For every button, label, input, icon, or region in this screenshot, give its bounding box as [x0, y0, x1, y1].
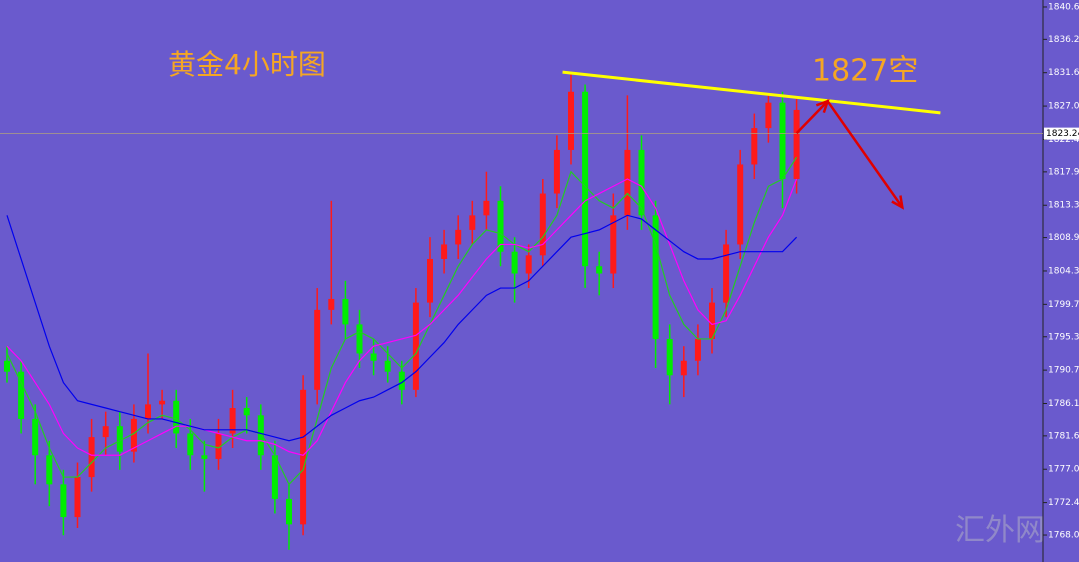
candle-body — [412, 302, 419, 390]
candle-body — [88, 437, 95, 478]
candle-body — [666, 338, 673, 376]
arrow-head — [891, 195, 905, 210]
y-tick-label: 1781.67 — [1048, 431, 1079, 441]
candle-body — [187, 433, 194, 456]
moving-average — [6, 178, 798, 456]
y-tick-label: 1772.49 — [1048, 498, 1079, 508]
candle-body — [511, 251, 518, 274]
trendline — [562, 70, 941, 115]
candle-body — [173, 400, 180, 434]
candle-body — [596, 266, 603, 274]
candle-body — [497, 200, 504, 252]
candle-body — [159, 400, 166, 405]
candle-body — [610, 215, 617, 274]
candle-body — [638, 149, 645, 216]
arrow-head — [815, 99, 830, 113]
candle-body — [765, 102, 772, 129]
y-tick-label: 1795.30 — [1048, 332, 1079, 342]
candle-body — [427, 258, 433, 303]
candle-body — [582, 91, 589, 267]
candle-body — [328, 298, 335, 310]
y-tick-label: 1799.76 — [1048, 300, 1079, 310]
last-price-label: 1823.24 — [1046, 129, 1079, 139]
candle-body — [286, 498, 292, 525]
y-tick-label: 1790.71 — [1048, 366, 1079, 376]
candle-body — [116, 426, 123, 452]
candle-body — [694, 338, 701, 361]
candle-body — [779, 102, 786, 179]
y-tick-label: 1822.44 — [1048, 135, 1079, 145]
candle-body — [243, 408, 250, 416]
y-tick-label: 1777.08 — [1048, 465, 1079, 475]
y-tick-label: 1831.62 — [1048, 68, 1079, 78]
candle-body — [314, 309, 321, 390]
candle-body — [553, 149, 560, 194]
chart-title: 黄金4小时图 — [168, 48, 326, 81]
candle-body — [145, 404, 151, 419]
y-tick-label: 1804.35 — [1048, 266, 1079, 276]
candle-body — [723, 244, 730, 303]
candle-body — [441, 244, 448, 259]
y-tick-label: 1813.39 — [1048, 201, 1079, 211]
y-tick-label: 1786.12 — [1048, 399, 1079, 409]
candle-body — [370, 353, 377, 361]
candle-body — [751, 128, 758, 165]
candle-body — [709, 302, 715, 339]
y-tick-label: 1808.94 — [1048, 233, 1079, 243]
last-price-box — [1044, 127, 1079, 140]
candle-body — [539, 193, 546, 256]
candle-body — [271, 455, 278, 499]
watermark: 汇外网 — [955, 514, 1045, 547]
candle-body — [74, 477, 81, 518]
candle-body — [102, 426, 109, 438]
candle-body — [680, 360, 687, 376]
candle-body — [4, 360, 10, 372]
candle-body — [342, 298, 349, 325]
moving-average — [6, 156, 798, 486]
moving-average — [6, 214, 798, 442]
annotation: 1827空 — [812, 54, 918, 89]
candle-body — [469, 215, 476, 230]
candle-body — [624, 149, 631, 216]
candle-body — [525, 255, 532, 274]
candle-body — [257, 415, 264, 456]
y-tick-label: 1768.03 — [1048, 531, 1079, 541]
candle-body — [46, 455, 53, 485]
candle-body — [60, 484, 67, 518]
candle-body — [215, 433, 222, 459]
candle-body — [384, 360, 391, 372]
candle-body — [568, 91, 574, 150]
candle-body — [356, 324, 363, 354]
y-tick-label: 1840.66 — [1048, 2, 1079, 12]
candle-body — [483, 200, 490, 216]
candle-body — [18, 371, 25, 419]
candle-body — [455, 229, 462, 245]
candle-body — [793, 109, 800, 179]
candle-body — [737, 164, 744, 245]
y-tick-label: 1817.98 — [1048, 167, 1079, 177]
y-tick-label: 1827.03 — [1048, 102, 1079, 112]
candle-body — [130, 418, 137, 452]
y-tick-label: 1836.21 — [1048, 35, 1079, 45]
candle-body — [32, 418, 39, 456]
candle-body — [201, 455, 208, 459]
candle-body — [652, 215, 659, 339]
candle-body — [229, 408, 236, 434]
arrow — [795, 99, 904, 209]
candle-body — [398, 371, 405, 390]
candle-body — [300, 389, 307, 525]
